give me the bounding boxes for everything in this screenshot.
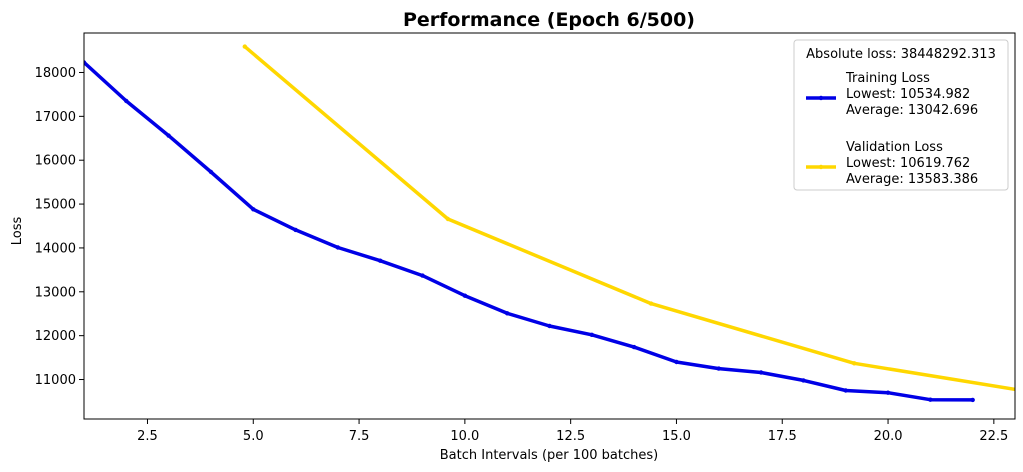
y-tick-label: 15000: [35, 198, 76, 213]
training-loss-point: [589, 332, 594, 337]
y-tick-label: 16000: [35, 154, 76, 169]
training-loss-point: [251, 207, 256, 212]
training-loss-point: [166, 133, 171, 138]
validation-loss-legend-marker: [818, 164, 824, 170]
training-loss-point: [970, 397, 975, 403]
x-tick-label: 17.5: [768, 429, 797, 444]
y-tick-label: 13000: [35, 285, 76, 300]
validation-loss-point: [445, 216, 451, 222]
training-loss-point: [547, 323, 552, 329]
training-loss-point: [378, 258, 383, 263]
training-loss-point: [208, 169, 214, 175]
y-axis: 11000 12000 13000 14000 15000 16000 17000 18000: [35, 66, 84, 388]
training-loss-point: [124, 98, 129, 104]
training-loss-line: [84, 61, 973, 402]
training-loss-point: [928, 397, 933, 402]
legend: Absolute loss: 38448292.313 Training Loss…: [793, 39, 1009, 191]
training-loss-point: [84, 60, 87, 65]
y-tick-label: 12000: [35, 329, 76, 344]
validation-loss-legend-text: Average: 13583.386: [846, 172, 978, 187]
training-loss-point: [758, 370, 764, 375]
x-tick-label: 10.0: [450, 429, 479, 444]
training-loss-point: [420, 273, 425, 278]
validation-loss-point: [242, 44, 247, 49]
y-axis-label: Loss: [10, 217, 25, 246]
x-axis: 2.5 5.0 7.5 10.0 12.5 15.0 17.5 20.0 22.5: [137, 419, 1008, 444]
validation-loss-point: [852, 361, 857, 366]
training-loss-point: [716, 366, 721, 371]
chart-title: Performance (Epoch 6/500): [403, 9, 695, 31]
training-loss-point: [885, 390, 891, 395]
validation-loss-point: [648, 301, 654, 306]
x-tick-label: 5.0: [243, 429, 264, 444]
training-loss-legend-text: Lowest: 10534.982: [846, 87, 970, 102]
plot-frame: [83, 32, 1016, 420]
training-loss-point: [674, 359, 679, 365]
training-loss-legend-text: Average: 13042.696: [846, 103, 978, 118]
y-tick-label: 17000: [35, 110, 76, 125]
legend-box: [793, 39, 1009, 191]
training-loss-point: [505, 311, 510, 316]
training-loss-legend-marker: [818, 95, 824, 101]
training-loss-point: [843, 388, 848, 393]
training-loss-point: [801, 378, 806, 383]
training-loss-point: [335, 245, 341, 250]
x-tick-label: 2.5: [137, 429, 158, 444]
training-loss-legend-text: Training Loss: [845, 71, 930, 86]
training-loss-point: [462, 293, 468, 298]
x-tick-label: 15.0: [662, 429, 691, 444]
legend-title: Absolute loss: 38448292.313: [806, 47, 996, 62]
x-axis-label: Batch Intervals (per 100 batches): [440, 448, 658, 463]
validation-loss-legend-text: Lowest: 10619.762: [846, 156, 970, 171]
y-tick-label: 11000: [35, 373, 76, 388]
y-tick-label: 18000: [35, 66, 76, 81]
x-tick-label: 7.5: [349, 429, 370, 444]
validation-loss-legend-text: Validation Loss: [846, 140, 943, 155]
plot-area: [83, 32, 1016, 420]
x-tick-label: 12.5: [556, 429, 585, 444]
series-layer: [84, 44, 1015, 403]
training-loss-point: [293, 227, 298, 233]
x-tick-label: 20.0: [874, 429, 903, 444]
training-loss-point: [631, 344, 637, 350]
x-tick-label: 22.5: [979, 429, 1008, 444]
y-tick-label: 14000: [35, 241, 76, 256]
